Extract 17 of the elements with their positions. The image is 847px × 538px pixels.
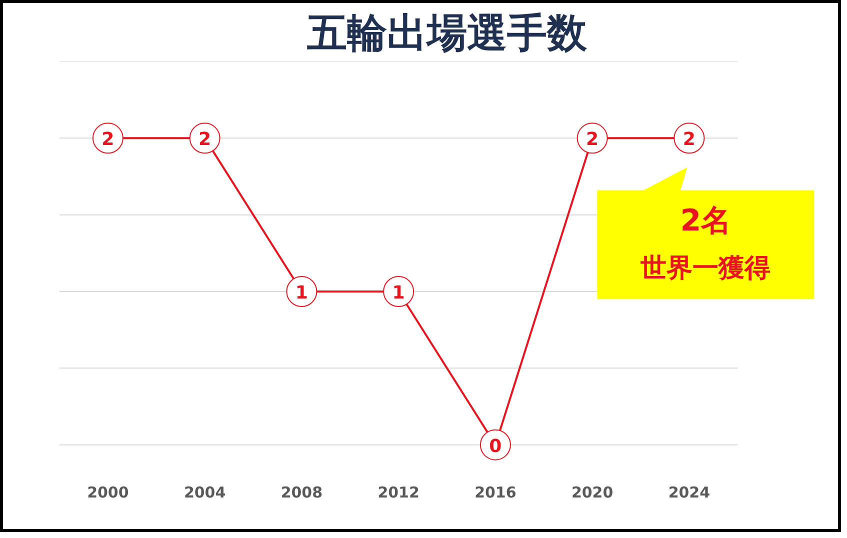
data-label: 1 <box>392 282 405 304</box>
x-tick-label: 2004 <box>184 484 226 502</box>
data-label: 0 <box>489 436 502 457</box>
data-label: 2 <box>682 129 696 150</box>
annotation: 世界一獲得 <box>640 253 771 284</box>
chart-title: 五輪出場選手数 <box>306 10 588 56</box>
data-label: 1 <box>295 282 308 304</box>
x-tick-label: 2008 <box>280 484 323 502</box>
x-tick-label: 2020 <box>571 484 614 502</box>
x-tick-label: 2016 <box>474 484 516 502</box>
x-tick-label: 2000 <box>87 484 129 502</box>
x-tick-label: 2012 <box>378 484 420 502</box>
data-label: 2 <box>102 129 114 150</box>
data-label: 2 <box>586 129 599 150</box>
annotation: 2名 <box>680 204 732 239</box>
x-tick-label: 2024 <box>668 484 710 502</box>
data-label: 2 <box>198 129 212 150</box>
